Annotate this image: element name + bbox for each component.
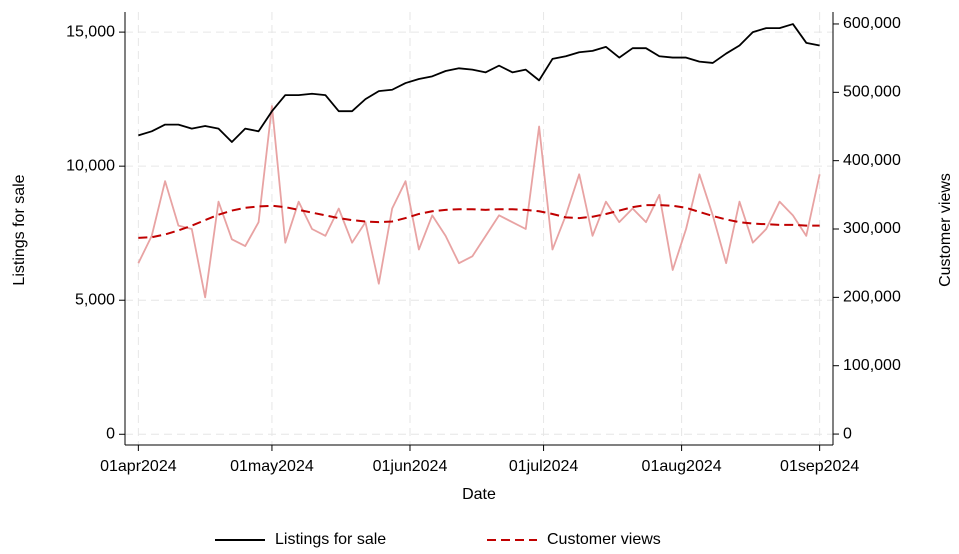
x-tick-label: 01jun2024 [373, 458, 448, 475]
legend-label: Listings for sale [275, 531, 386, 548]
y2-tick-label: 0 [843, 425, 852, 442]
legend-label: Customer views [547, 531, 661, 548]
x-tick-label: 01aug2024 [642, 458, 722, 475]
x-tick-label: 01may2024 [230, 458, 314, 475]
y-axis-label: Listings for sale [11, 174, 28, 285]
x-tick-label: 01sep2024 [780, 458, 859, 475]
y2-tick-label: 200,000 [843, 289, 901, 306]
x-axis-label: Date [462, 486, 496, 503]
y2-tick-label: 100,000 [843, 357, 901, 374]
x-tick-label: 01jul2024 [509, 458, 579, 475]
data-line [137, 105, 821, 299]
y2-tick-label: 500,000 [843, 84, 901, 101]
data-line [138, 204, 820, 239]
y-tick-label: 10,000 [66, 157, 115, 174]
y-tick-label: 0 [106, 425, 115, 442]
y-tick-label: 5,000 [75, 291, 115, 308]
y2-tick-label: 300,000 [843, 220, 901, 237]
y2-tick-label: 400,000 [843, 152, 901, 169]
y2-axis-label: Customer views [937, 173, 954, 287]
y2-tick-label: 600,000 [843, 15, 901, 32]
y-tick-label: 15,000 [66, 23, 115, 40]
data-line [138, 23, 820, 143]
x-tick-label: 01apr2024 [100, 458, 177, 475]
